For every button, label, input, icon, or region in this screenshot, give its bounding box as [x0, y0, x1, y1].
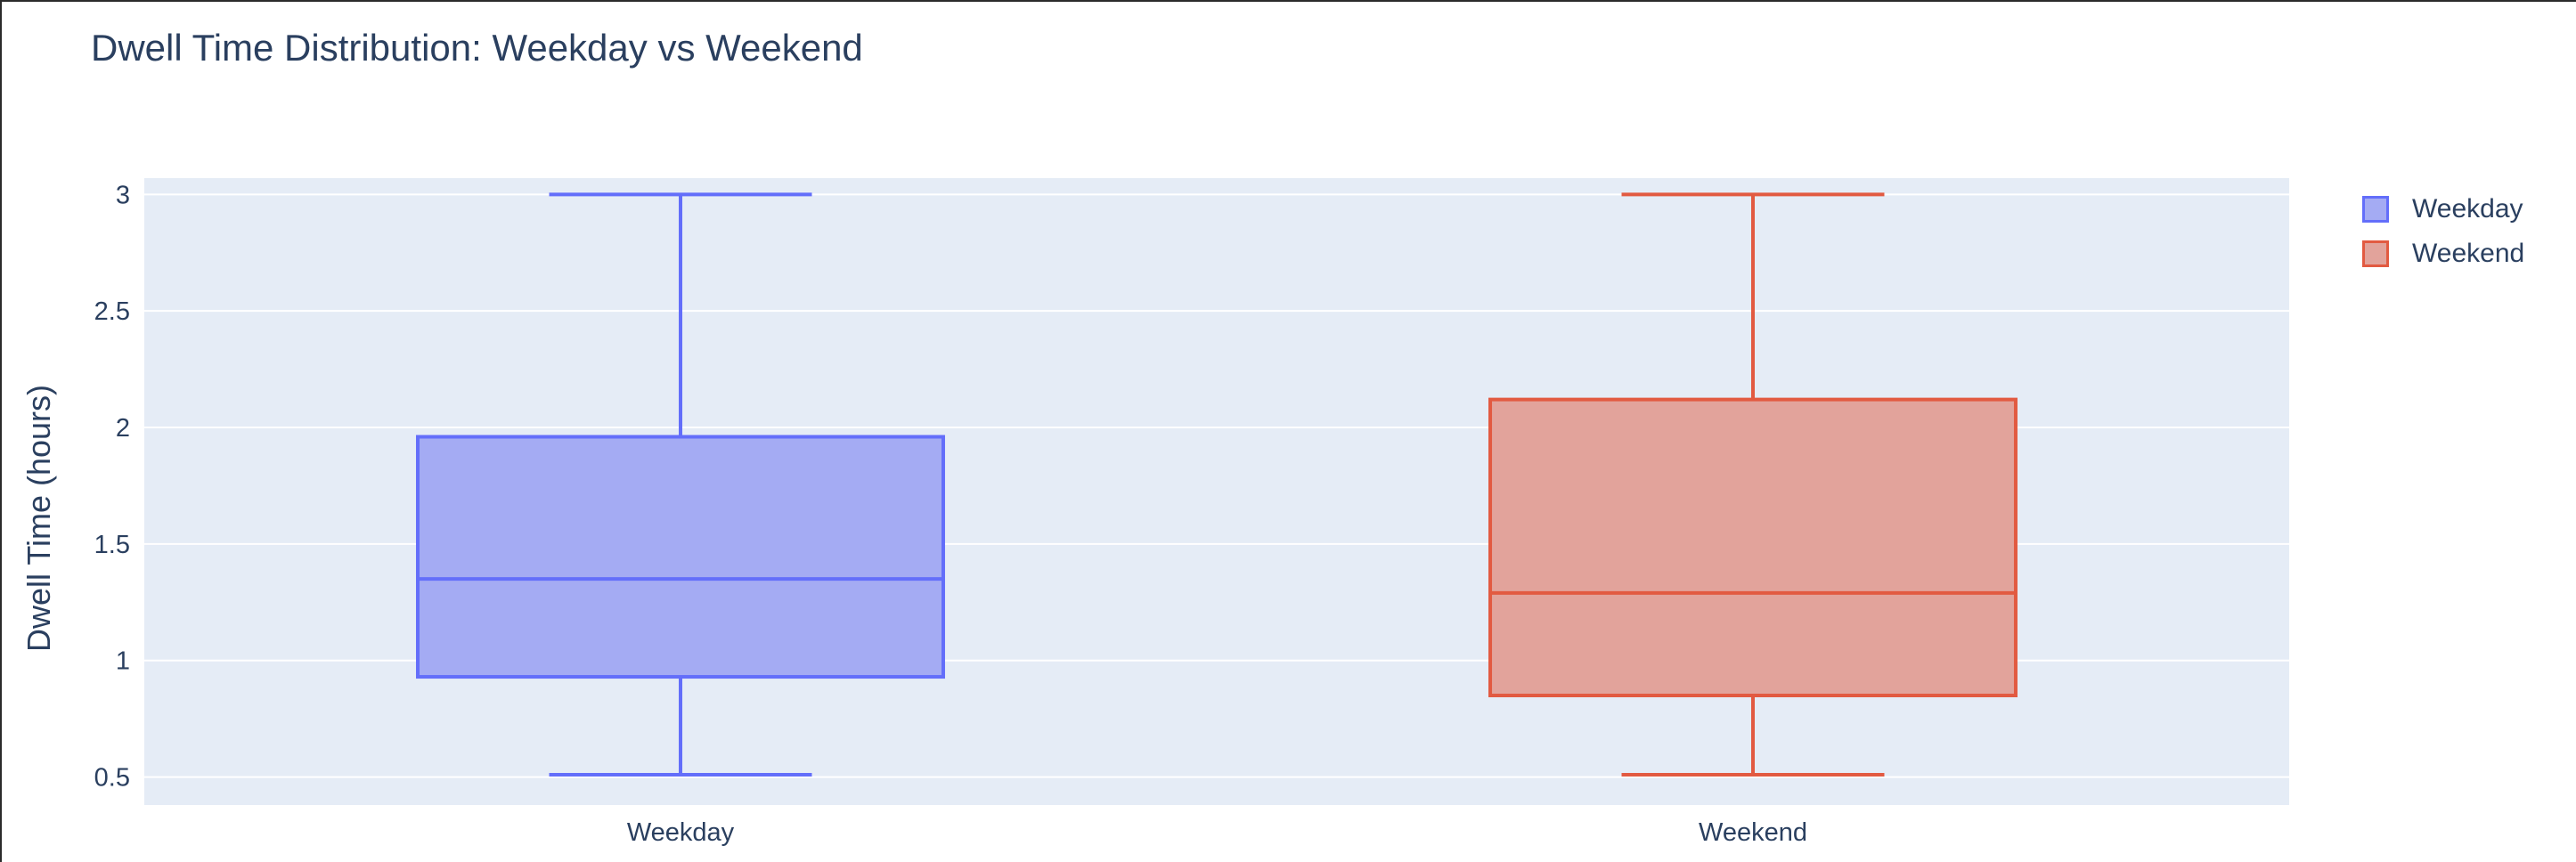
legend-item-weekend[interactable]: Weekend: [2362, 239, 2524, 269]
y-tick-label: 0.5: [94, 764, 130, 793]
legend-label: Weekend: [2412, 239, 2525, 268]
x-tick-label: Weekday: [627, 818, 735, 847]
legend[interactable]: Weekday Weekend: [2362, 194, 2524, 283]
chart-title: Dwell Time Distribution: Weekday vs Week…: [91, 27, 863, 69]
legend-label: Weekday: [2412, 194, 2523, 224]
legend-item-weekday[interactable]: Weekday: [2362, 194, 2524, 224]
y-tick-label: 1.5: [94, 531, 130, 559]
boxes: [416, 192, 2018, 777]
iqr-box: [416, 435, 945, 679]
iqr-box: [1488, 397, 2018, 697]
y-tick-label: 2.5: [94, 297, 130, 326]
box-weekday[interactable]: [416, 192, 945, 777]
y-tick-label: 1: [116, 647, 130, 676]
y-tick-label: 3: [116, 181, 130, 209]
box-weekend[interactable]: [1488, 192, 2018, 777]
y-tick-labels: 0.5 1 1.5 2 2.5 3: [94, 181, 130, 792]
legend-swatch: [2362, 196, 2389, 223]
legend-swatch: [2362, 240, 2389, 267]
x-tick-label: Weekend: [1699, 818, 1807, 847]
x-tick-labels: Weekday Weekend: [627, 818, 1807, 847]
y-tick-label: 2: [116, 414, 130, 443]
